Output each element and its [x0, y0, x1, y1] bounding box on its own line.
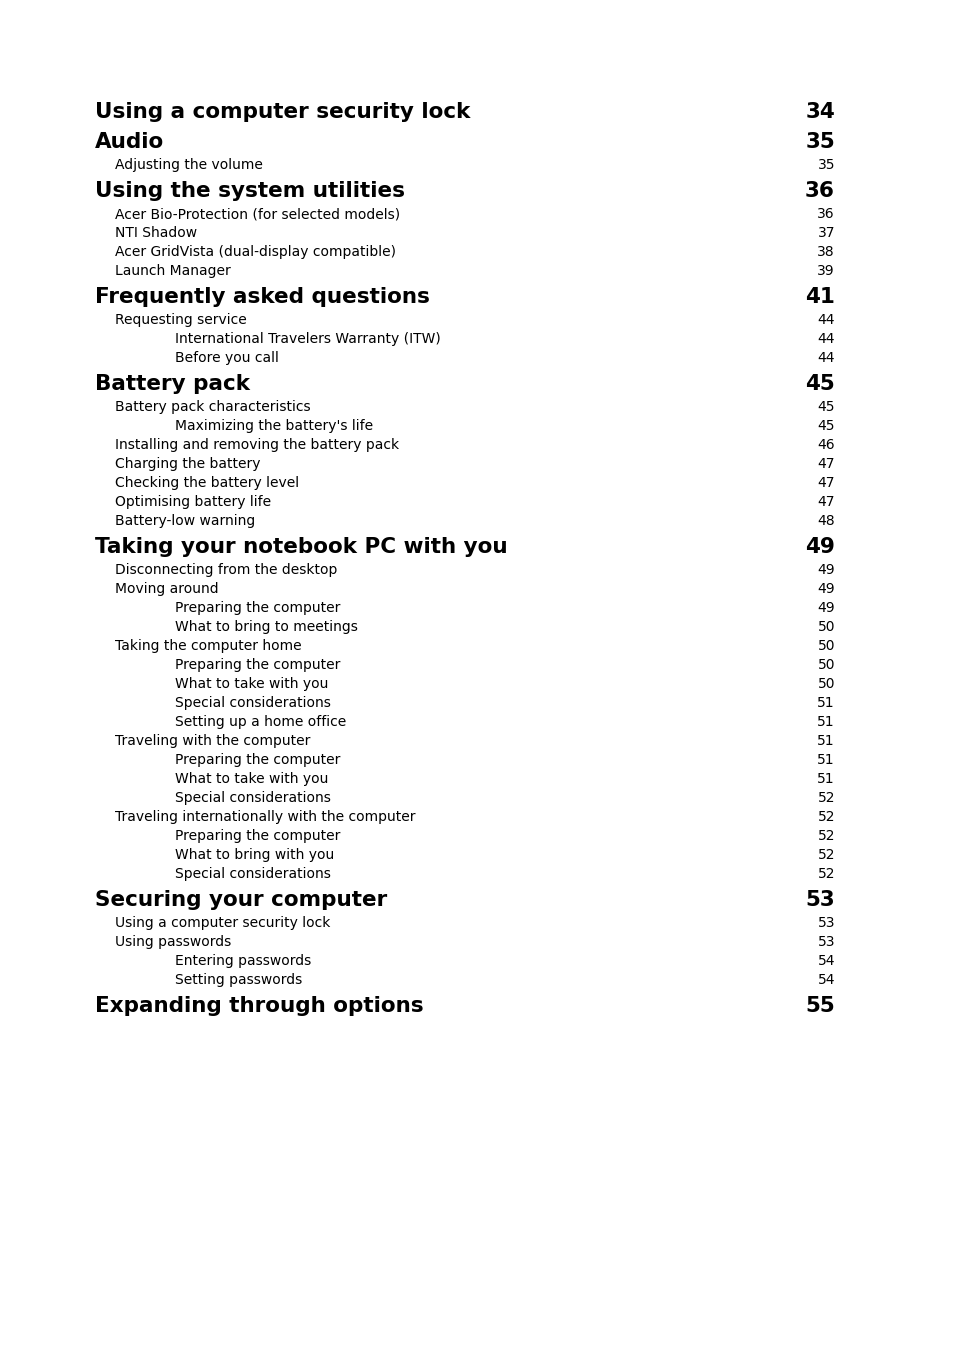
Text: Entering passwords: Entering passwords: [174, 954, 311, 968]
Text: Battery-low warning: Battery-low warning: [115, 513, 255, 528]
Text: Setting up a home office: Setting up a home office: [174, 715, 346, 730]
Text: 45: 45: [804, 374, 834, 394]
Text: 49: 49: [817, 563, 834, 576]
Text: 52: 52: [817, 867, 834, 882]
Text: Battery pack characteristics: Battery pack characteristics: [115, 400, 311, 413]
Text: Securing your computer: Securing your computer: [95, 890, 387, 910]
Text: Preparing the computer: Preparing the computer: [174, 658, 340, 672]
Text: 54: 54: [817, 954, 834, 968]
Text: International Travelers Warranty (ITW): International Travelers Warranty (ITW): [174, 333, 440, 346]
Text: 51: 51: [817, 695, 834, 711]
Text: Requesting service: Requesting service: [115, 314, 247, 327]
Text: Checking the battery level: Checking the battery level: [115, 476, 299, 490]
Text: Preparing the computer: Preparing the computer: [174, 753, 340, 767]
Text: 37: 37: [817, 226, 834, 240]
Text: Taking the computer home: Taking the computer home: [115, 639, 301, 653]
Text: 51: 51: [817, 715, 834, 730]
Text: Optimising battery life: Optimising battery life: [115, 496, 271, 509]
Text: Acer Bio-Protection (for selected models): Acer Bio-Protection (for selected models…: [115, 207, 399, 220]
Text: 44: 44: [817, 350, 834, 366]
Text: 48: 48: [817, 513, 834, 528]
Text: Setting passwords: Setting passwords: [174, 973, 302, 987]
Text: Using the system utilities: Using the system utilities: [95, 181, 405, 201]
Text: Maximizing the battery's life: Maximizing the battery's life: [174, 419, 373, 433]
Text: Special considerations: Special considerations: [174, 791, 331, 805]
Text: Special considerations: Special considerations: [174, 867, 331, 882]
Text: 47: 47: [817, 496, 834, 509]
Text: Expanding through options: Expanding through options: [95, 997, 423, 1016]
Text: Audio: Audio: [95, 131, 164, 152]
Text: 53: 53: [817, 935, 834, 949]
Text: 38: 38: [817, 245, 834, 259]
Text: 36: 36: [817, 207, 834, 220]
Text: 49: 49: [817, 582, 834, 596]
Text: 36: 36: [804, 181, 834, 201]
Text: 45: 45: [817, 419, 834, 433]
Text: 46: 46: [817, 438, 834, 452]
Text: 53: 53: [817, 916, 834, 930]
Text: 49: 49: [817, 601, 834, 615]
Text: Special considerations: Special considerations: [174, 695, 331, 711]
Text: Battery pack: Battery pack: [95, 374, 250, 394]
Text: 39: 39: [817, 264, 834, 278]
Text: Using a computer security lock: Using a computer security lock: [115, 916, 330, 930]
Text: 51: 51: [817, 772, 834, 786]
Text: Charging the battery: Charging the battery: [115, 457, 260, 471]
Text: 44: 44: [817, 314, 834, 327]
Text: 41: 41: [804, 287, 834, 307]
Text: 34: 34: [804, 103, 834, 122]
Text: Launch Manager: Launch Manager: [115, 264, 231, 278]
Text: 45: 45: [817, 400, 834, 413]
Text: Preparing the computer: Preparing the computer: [174, 601, 340, 615]
Text: Installing and removing the battery pack: Installing and removing the battery pack: [115, 438, 398, 452]
Text: Frequently asked questions: Frequently asked questions: [95, 287, 430, 307]
Text: 50: 50: [817, 678, 834, 691]
Text: Using passwords: Using passwords: [115, 935, 231, 949]
Text: Traveling internationally with the computer: Traveling internationally with the compu…: [115, 810, 416, 824]
Text: 44: 44: [817, 333, 834, 346]
Text: 50: 50: [817, 658, 834, 672]
Text: 47: 47: [817, 457, 834, 471]
Text: 52: 52: [817, 791, 834, 805]
Text: 53: 53: [804, 890, 834, 910]
Text: Disconnecting from the desktop: Disconnecting from the desktop: [115, 563, 337, 576]
Text: 35: 35: [817, 157, 834, 172]
Text: Adjusting the volume: Adjusting the volume: [115, 157, 263, 172]
Text: 49: 49: [804, 537, 834, 557]
Text: What to take with you: What to take with you: [174, 678, 328, 691]
Text: What to bring with you: What to bring with you: [174, 847, 334, 862]
Text: 47: 47: [817, 476, 834, 490]
Text: 55: 55: [804, 997, 834, 1016]
Text: 52: 52: [817, 847, 834, 862]
Text: What to bring to meetings: What to bring to meetings: [174, 620, 357, 634]
Text: Moving around: Moving around: [115, 582, 218, 596]
Text: Traveling with the computer: Traveling with the computer: [115, 734, 310, 747]
Text: Using a computer security lock: Using a computer security lock: [95, 103, 470, 122]
Text: 50: 50: [817, 639, 834, 653]
Text: Acer GridVista (dual-display compatible): Acer GridVista (dual-display compatible): [115, 245, 395, 259]
Text: 50: 50: [817, 620, 834, 634]
Text: 52: 52: [817, 830, 834, 843]
Text: Preparing the computer: Preparing the computer: [174, 830, 340, 843]
Text: 52: 52: [817, 810, 834, 824]
Text: Taking your notebook PC with you: Taking your notebook PC with you: [95, 537, 507, 557]
Text: 35: 35: [804, 131, 834, 152]
Text: 54: 54: [817, 973, 834, 987]
Text: 51: 51: [817, 734, 834, 747]
Text: NTI Shadow: NTI Shadow: [115, 226, 197, 240]
Text: What to take with you: What to take with you: [174, 772, 328, 786]
Text: 51: 51: [817, 753, 834, 767]
Text: Before you call: Before you call: [174, 350, 278, 366]
